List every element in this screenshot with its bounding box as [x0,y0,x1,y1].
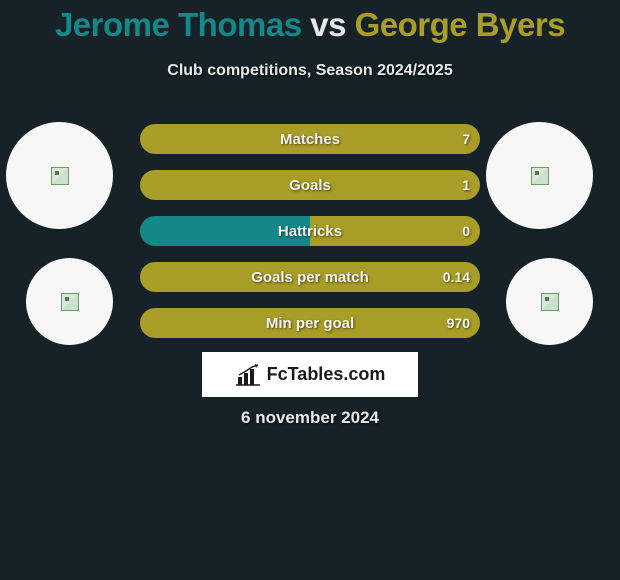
brand-text: FcTables.com [267,364,386,385]
bar-chart-icon [235,364,261,386]
bar-fill-player2 [140,308,480,338]
stat-value-player2: 1 [462,170,470,200]
title-player1: Jerome Thomas [55,6,302,43]
stat-value-player2: 0.14 [443,262,470,292]
page-title: Jerome Thomas vs George Byers [0,0,620,44]
avatar-top_right [486,122,593,229]
title-player2: George Byers [355,6,565,43]
stat-value-player2: 0 [462,216,470,246]
broken-image-icon [51,167,69,185]
subtitle: Club competitions, Season 2024/2025 [0,62,620,80]
stat-bars: 7Matches 1Goals 0Hattricks 0.14Goals per ma… [140,124,480,354]
stat-row: 7Matches [140,124,480,154]
broken-image-icon [61,293,79,311]
stat-row: 1Goals [140,170,480,200]
bar-fill-player2 [140,170,480,200]
bar-fill-player1 [140,216,310,246]
bar-fill-player2 [140,124,480,154]
stat-value-player2: 970 [447,308,470,338]
title-vs: vs [310,6,346,43]
broken-image-icon [531,167,549,185]
avatar-bot_right [506,258,593,345]
bar-fill-player2 [140,262,480,292]
stat-row: 0Hattricks [140,216,480,246]
avatar-top_left [6,122,113,229]
brand-box: FcTables.com [202,352,418,397]
stat-row: 970Min per goal [140,308,480,338]
broken-image-icon [541,293,559,311]
date-line: 6 november 2024 [0,408,620,428]
stat-row: 0.14Goals per match [140,262,480,292]
stat-value-player2: 7 [462,124,470,154]
avatar-bot_left [26,258,113,345]
bar-fill-player2 [310,216,480,246]
